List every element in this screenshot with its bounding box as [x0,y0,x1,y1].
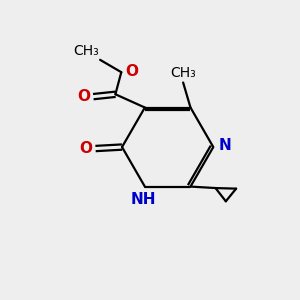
Text: O: O [77,89,90,104]
Text: NH: NH [130,192,156,207]
Text: N: N [219,138,231,153]
Text: O: O [79,141,92,156]
Text: CH₃: CH₃ [170,66,196,80]
Text: CH₃: CH₃ [73,44,99,58]
Text: O: O [125,64,138,79]
